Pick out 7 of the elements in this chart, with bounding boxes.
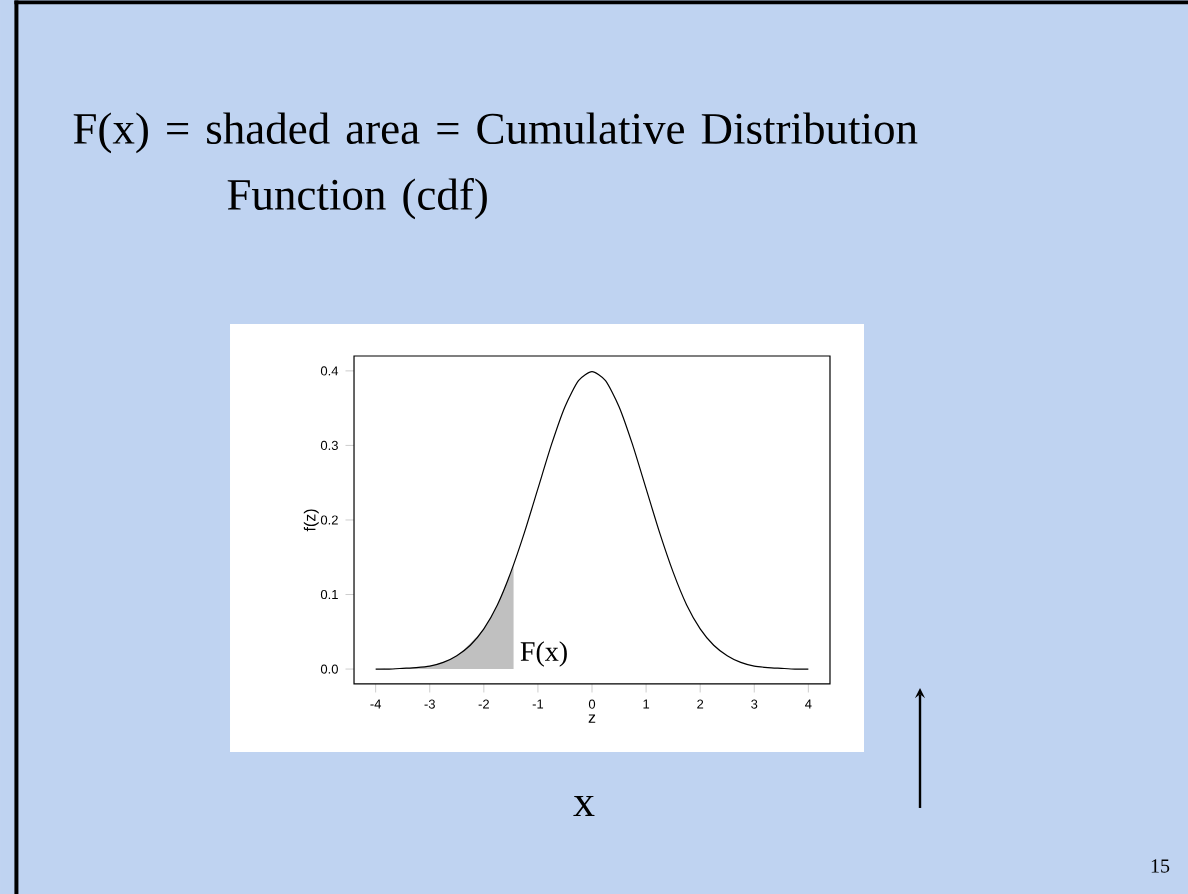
annotation: F(x) — [520, 641, 567, 667]
text: x — [573, 795, 595, 817]
text: 15 — [1151, 859, 1170, 873]
line-series — [375, 371, 809, 670]
y-axis-title: f(z) — [303, 509, 319, 532]
chart-title: F(x) = shaded area = Cumulative Distribution Function (cdf) — [73, 112, 918, 220]
x-axis-title: z — [588, 714, 596, 723]
